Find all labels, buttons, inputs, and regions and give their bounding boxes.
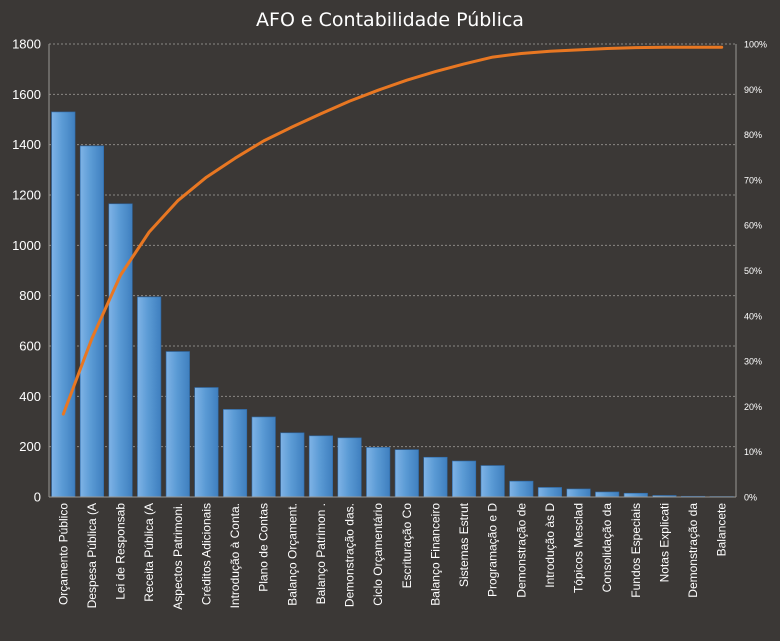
- x-tick-label: Demonstração da: [686, 503, 700, 598]
- x-tick-label: Despesa Pública (A: [85, 503, 99, 608]
- y-left-tick-label: 1800: [12, 37, 41, 52]
- y-right-tick-label: 90%: [744, 85, 762, 95]
- x-tick-label: Balanço Orçament.: [285, 503, 299, 606]
- x-tick-label: Escrituração Co: [400, 503, 414, 589]
- y-left-tick-label: 1600: [12, 87, 41, 102]
- bar: [452, 460, 477, 498]
- bar: [480, 465, 505, 498]
- bar: [595, 491, 620, 498]
- cumulative-line: [61, 45, 724, 416]
- x-tick-label: Receita Pública (A: [142, 503, 156, 602]
- y-left-tick-label: 1400: [12, 137, 41, 152]
- gridlines: [49, 43, 736, 448]
- y-left-tick-label: 1000: [12, 238, 41, 253]
- y-right-tick-label: 60%: [744, 221, 762, 231]
- y-left-tick-label: 800: [19, 288, 41, 303]
- x-tick-label: Balanço Patrimon .: [314, 503, 328, 604]
- x-tick-label: Introdução às D: [543, 503, 557, 588]
- x-tick-label: Demonstração de: [514, 503, 528, 598]
- x-tick-label: Balancete: [715, 503, 729, 557]
- bar: [423, 456, 448, 498]
- x-tick-label: Sistemas Estrut: [457, 502, 471, 587]
- bar: [251, 416, 276, 498]
- y-left-tick-label: 400: [19, 389, 41, 404]
- bar: [537, 487, 562, 498]
- bar: [223, 409, 248, 498]
- x-tick-label: Ciclo Orçamentário: [371, 503, 385, 606]
- x-tick-label: Fundos Especiais: [629, 503, 643, 598]
- y-right-tick-label: 100%: [744, 40, 767, 50]
- y-left-tick-label: 600: [19, 339, 41, 354]
- x-axis-ticks: Orçamento Público Despesa Pública (A Lei d…: [56, 502, 728, 609]
- y-left-tick-label: 0: [34, 490, 41, 505]
- x-tick-label: Demonstração das.: [343, 503, 357, 607]
- bar: [337, 437, 362, 498]
- y-right-tick-label: 20%: [744, 402, 762, 412]
- bar: [137, 296, 162, 498]
- bar-series: [51, 111, 734, 498]
- x-tick-label: Plano de Contas: [257, 503, 271, 592]
- bar: [308, 435, 333, 498]
- y-right-tick-label: 0%: [744, 493, 757, 503]
- bar: [280, 432, 305, 498]
- y-right-tick-label: 50%: [744, 266, 762, 276]
- bar: [509, 480, 534, 498]
- x-tick-label: Consolidação da: [600, 503, 614, 593]
- bar: [165, 351, 190, 498]
- x-tick-label: Lei de Responsab: [114, 503, 128, 600]
- bar: [194, 387, 219, 498]
- y-right-tick-label: 70%: [744, 175, 762, 185]
- x-tick-label: Tópicos Mesclad: [572, 503, 586, 593]
- bar: [623, 492, 648, 498]
- chart-title: AFO e Contabilidade Pública: [256, 9, 524, 31]
- cumulative-line-series: [61, 45, 724, 416]
- y-right-tick-label: 80%: [744, 130, 762, 140]
- bar: [51, 111, 76, 498]
- axes: [48, 44, 737, 498]
- bar: [566, 488, 591, 498]
- y-right-tick-label: 40%: [744, 311, 762, 321]
- x-tick-label: Aspectos Patrimoni.: [171, 503, 185, 610]
- y-axis-left-ticks: 0 200 400 600 800 1000 1200 1400 1600 1800: [12, 37, 41, 505]
- x-tick-label: Créditos Adicionais: [199, 503, 213, 605]
- y-left-tick-label: 1200: [12, 188, 41, 203]
- bar: [394, 449, 419, 498]
- y-right-tick-label: 30%: [744, 357, 762, 367]
- x-tick-label: Programação e D: [486, 503, 500, 597]
- y-axis-right-ticks: 0% 10% 20% 30% 40% 50% 60% 70% 80% 90% 100%: [744, 40, 767, 503]
- y-right-tick-label: 10%: [744, 447, 762, 457]
- x-tick-label: Balanço Financeiro: [428, 503, 442, 606]
- x-tick-label: Introdução à Conta.: [228, 503, 242, 608]
- x-tick-label: Orçamento Público: [56, 503, 70, 605]
- bar: [366, 447, 391, 498]
- bar: [108, 203, 133, 498]
- x-tick-label: Notas Explicati: [657, 503, 671, 582]
- y-left-tick-label: 200: [19, 439, 41, 454]
